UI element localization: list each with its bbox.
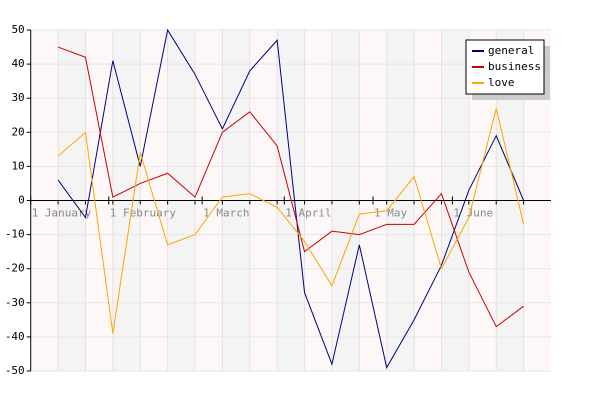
- series-line: [57, 108, 525, 334]
- y-tick-label: -30: [5, 296, 25, 309]
- x-tick-label: 1 May: [374, 207, 407, 220]
- x-tick-label: 1 February: [110, 207, 177, 220]
- x-tick-label: 1 March: [203, 207, 249, 220]
- x-tick-label: 1 June: [453, 207, 493, 220]
- y-tick-label: 10: [11, 159, 24, 172]
- y-tick-label: -20: [5, 262, 25, 275]
- series-line: [57, 28, 525, 369]
- y-tick-label: 0: [18, 194, 25, 207]
- y-tick-label: 40: [11, 57, 24, 70]
- y-tick-label: -40: [5, 330, 25, 343]
- y-tick-label: -10: [5, 228, 25, 241]
- legend-label: business: [488, 60, 541, 73]
- x-tick-label: 1 April: [285, 207, 331, 220]
- y-tick-label: 30: [11, 91, 24, 104]
- y-tick-label: 20: [11, 125, 24, 138]
- x-tick-label: 1 January: [32, 207, 92, 220]
- legend-label: love: [488, 76, 515, 89]
- y-tick-label: 50: [11, 23, 24, 36]
- legend-label: general: [488, 44, 534, 57]
- y-tick-label: -50: [5, 364, 25, 377]
